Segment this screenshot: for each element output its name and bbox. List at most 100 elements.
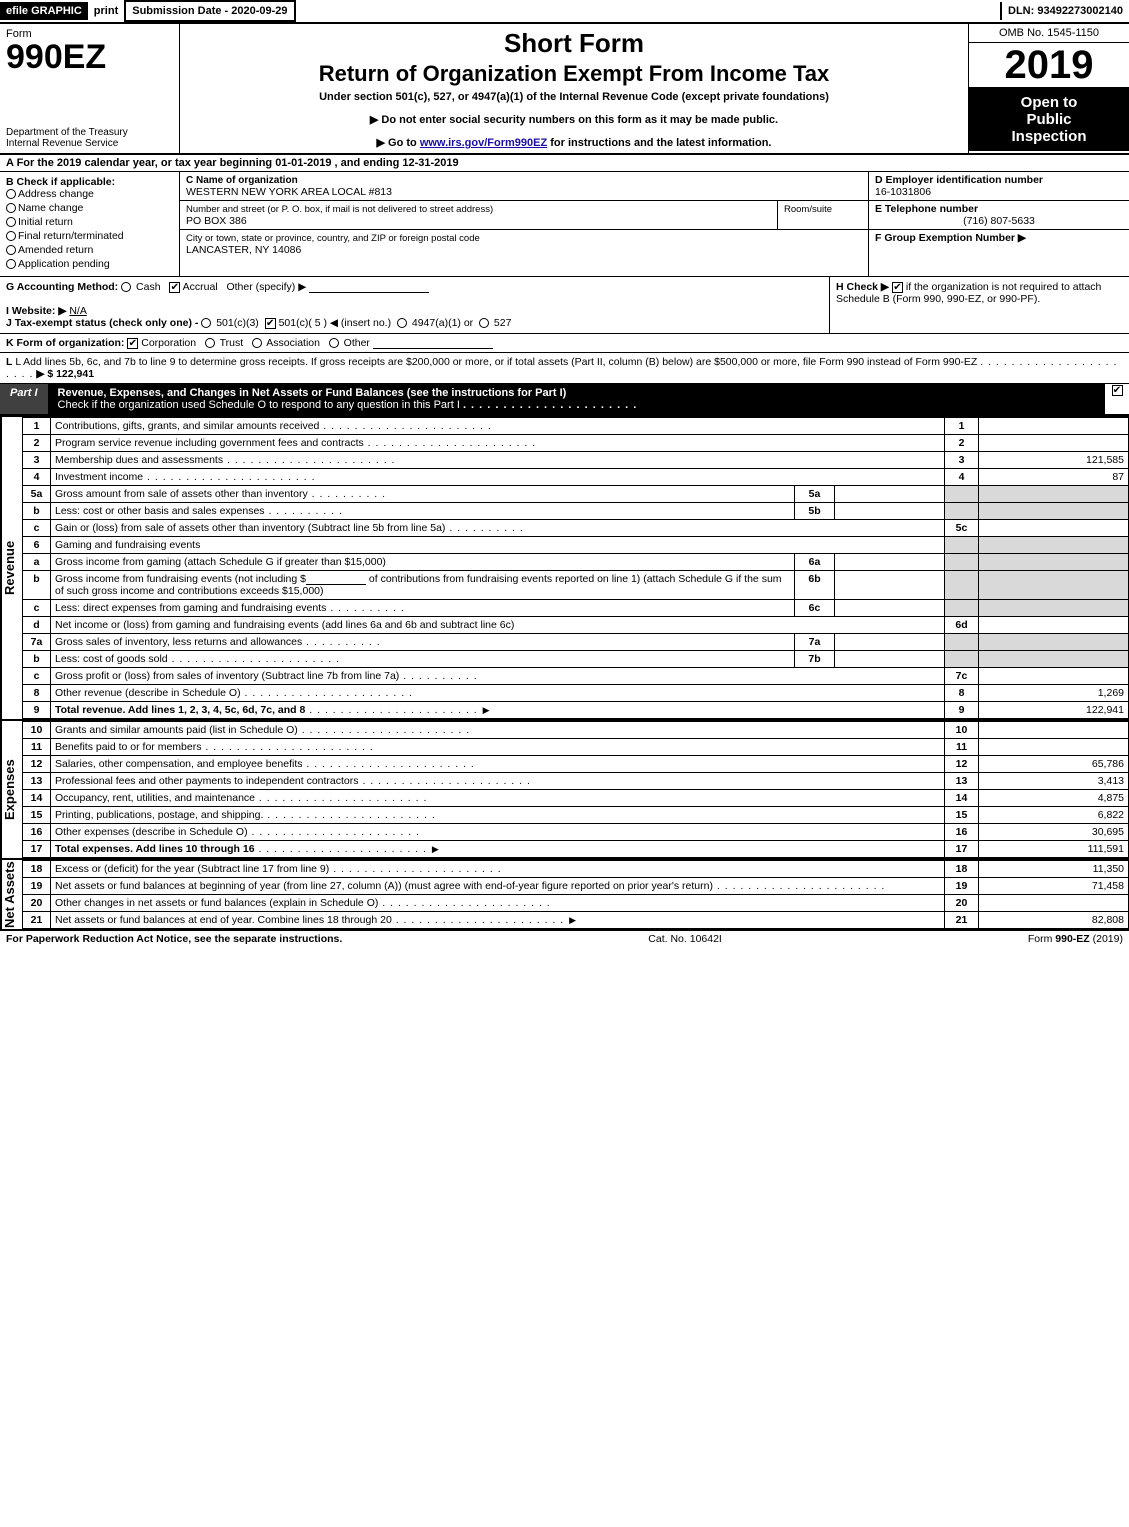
h-check[interactable]: ✔ (892, 282, 903, 293)
website-value: N/A (69, 305, 87, 317)
form-number: 990EZ (6, 40, 173, 74)
k-label: K Form of organization: (6, 337, 127, 349)
street-label: Number and street (or P. O. box, if mail… (186, 204, 493, 215)
dept-line2: Internal Revenue Service (6, 138, 118, 149)
ein-cell: D Employer identification number 16-1031… (869, 172, 1129, 201)
line-12: 12Salaries, other compensation, and empl… (23, 756, 1129, 773)
line-9: 9Total revenue. Add lines 1, 2, 3, 4, 5c… (23, 702, 1129, 719)
4947-radio[interactable] (397, 318, 407, 328)
net-assets-side-label: Net Assets (0, 860, 22, 929)
part1-check-note: Check if the organization used Schedule … (58, 399, 460, 411)
line-5b: bLess: cost or other basis and sales exp… (23, 503, 1129, 520)
tax-year: 2019 (969, 43, 1129, 88)
section-c: C Name of organization WESTERN NEW YORK … (180, 172, 869, 276)
irs-link[interactable]: www.irs.gov/Form990EZ (420, 137, 547, 149)
part1-title: Revenue, Expenses, and Changes in Net As… (48, 384, 1105, 414)
corp-check[interactable]: ✔ (127, 338, 138, 349)
org-street-row: Number and street (or P. O. box, if mail… (180, 201, 868, 230)
phone-cell: E Telephone number (716) 807-5633 (869, 201, 1129, 230)
chk-pending[interactable]: Application pending (6, 258, 173, 270)
h-label: H Check ▶ (836, 281, 892, 293)
line-2: 2Program service revenue including gover… (23, 435, 1129, 452)
other-radio[interactable] (329, 338, 339, 348)
under-section: Under section 501(c), 527, or 4947(a)(1)… (184, 91, 964, 103)
open-line3: Inspection (1011, 128, 1086, 145)
expenses-side-label: Expenses (0, 721, 22, 858)
line-16: 16Other expenses (describe in Schedule O… (23, 824, 1129, 841)
line-6d: dNet income or (loss) from gaming and fu… (23, 617, 1129, 634)
line-6c: cLess: direct expenses from gaming and f… (23, 600, 1129, 617)
trust-radio[interactable] (205, 338, 215, 348)
line-19: 19Net assets or fund balances at beginni… (23, 878, 1129, 895)
line-14: 14Occupancy, rent, utilities, and mainte… (23, 790, 1129, 807)
line-15: 15Printing, publications, postage, and s… (23, 807, 1129, 824)
org-street-cell: Number and street (or P. O. box, if mail… (180, 201, 778, 229)
j-label: J Tax-exempt status (check only one) - (6, 317, 201, 329)
line-17: 17Total expenses. Add lines 10 through 1… (23, 841, 1129, 858)
row-g: G Accounting Method: Cash ✔ Accrual Othe… (0, 277, 829, 333)
other-specify-field[interactable] (309, 281, 429, 293)
accrual-check[interactable]: ✔ (169, 282, 180, 293)
revenue-side-label: Revenue (0, 417, 22, 719)
assoc-radio[interactable] (252, 338, 262, 348)
return-title: Return of Organization Exempt From Incom… (184, 61, 964, 87)
row-a-taxyear: A For the 2019 calendar year, or tax yea… (0, 155, 1129, 172)
chk-initial[interactable]: Initial return (6, 216, 173, 228)
ein-label: D Employer identification number (875, 174, 1043, 186)
501c-check[interactable]: ✔ (265, 318, 276, 329)
cash-radio[interactable] (121, 282, 131, 292)
other-org-field[interactable] (373, 337, 493, 349)
expenses-table: 10Grants and similar amounts paid (list … (22, 721, 1129, 858)
revenue-table: 1Contributions, gifts, grants, and simil… (22, 417, 1129, 719)
room-label: Room/suite (784, 204, 832, 215)
city-label: City or town, state or province, country… (186, 233, 480, 244)
top-bar: efile GRAPHIC print Submission Date - 20… (0, 0, 1129, 24)
footer-left: For Paperwork Reduction Act Notice, see … (6, 933, 342, 945)
chk-final[interactable]: Final return/terminated (6, 230, 173, 242)
other-label: Other (specify) ▶ (226, 281, 306, 293)
phone-value: (716) 807-5633 (875, 215, 1123, 227)
note-ssn: ▶ Do not enter social security numbers o… (184, 113, 964, 126)
row-gh: G Accounting Method: Cash ✔ Accrual Othe… (0, 277, 1129, 334)
line-18: 18Excess or (deficit) for the year (Subt… (23, 861, 1129, 878)
header-center: Short Form Return of Organization Exempt… (180, 24, 969, 153)
chk-name[interactable]: Name change (6, 202, 173, 214)
row-k: K Form of organization: ✔ Corporation Tr… (0, 334, 1129, 353)
part1-schedule-o-check[interactable]: ✔ (1105, 384, 1129, 414)
note2-pre: ▶ Go to (377, 137, 420, 149)
accrual-label: Accrual (183, 281, 218, 293)
website-label: I Website: ▶ (6, 305, 66, 317)
section-def: D Employer identification number 16-1031… (869, 172, 1129, 276)
header-left: Form 990EZ Department of the Treasury In… (0, 24, 180, 153)
chk-amended[interactable]: Amended return (6, 244, 173, 256)
501c3-radio[interactable] (201, 318, 211, 328)
org-city: LANCASTER, NY 14086 (186, 244, 301, 256)
527-radio[interactable] (479, 318, 489, 328)
l-text: L Add lines 5b, 6c, and 7b to line 9 to … (15, 356, 977, 368)
form-header: Form 990EZ Department of the Treasury In… (0, 24, 1129, 155)
line-1: 1Contributions, gifts, grants, and simil… (23, 418, 1129, 435)
group-exemption-cell: F Group Exemption Number ▶ (869, 230, 1129, 276)
dept-line1: Department of the Treasury (6, 127, 128, 138)
line-7a: 7aGross sales of inventory, less returns… (23, 634, 1129, 651)
ein-value: 16-1031806 (875, 186, 931, 198)
part1-header: Part I Revenue, Expenses, and Changes in… (0, 384, 1129, 415)
footer-right: Form 990-EZ (2019) (1028, 933, 1123, 945)
org-name-label: C Name of organization (186, 175, 298, 186)
chk-address[interactable]: Address change (6, 188, 173, 200)
l-amount: ▶ $ 122,941 (36, 368, 94, 380)
dln: DLN: 93492273002140 (1000, 2, 1129, 20)
expenses-section: Expenses 10Grants and similar amounts pa… (0, 719, 1129, 858)
line-21: 21Net assets or fund balances at end of … (23, 912, 1129, 929)
row-l: L L Add lines 5b, 6c, and 7b to line 9 t… (0, 353, 1129, 384)
line-11: 11Benefits paid to or for members11 (23, 739, 1129, 756)
short-form-title: Short Form (184, 28, 964, 59)
line-6a: aGross income from gaming (attach Schedu… (23, 554, 1129, 571)
print-link[interactable]: print (88, 2, 124, 20)
line-13: 13Professional fees and other payments t… (23, 773, 1129, 790)
efile-tag: efile GRAPHIC (0, 2, 88, 20)
line-6b: bGross income from fundraising events (n… (23, 571, 1129, 600)
note2-post: for instructions and the latest informat… (547, 137, 771, 149)
org-name: WESTERN NEW YORK AREA LOCAL #813 (186, 186, 392, 198)
g-label: G Accounting Method: (6, 281, 121, 293)
